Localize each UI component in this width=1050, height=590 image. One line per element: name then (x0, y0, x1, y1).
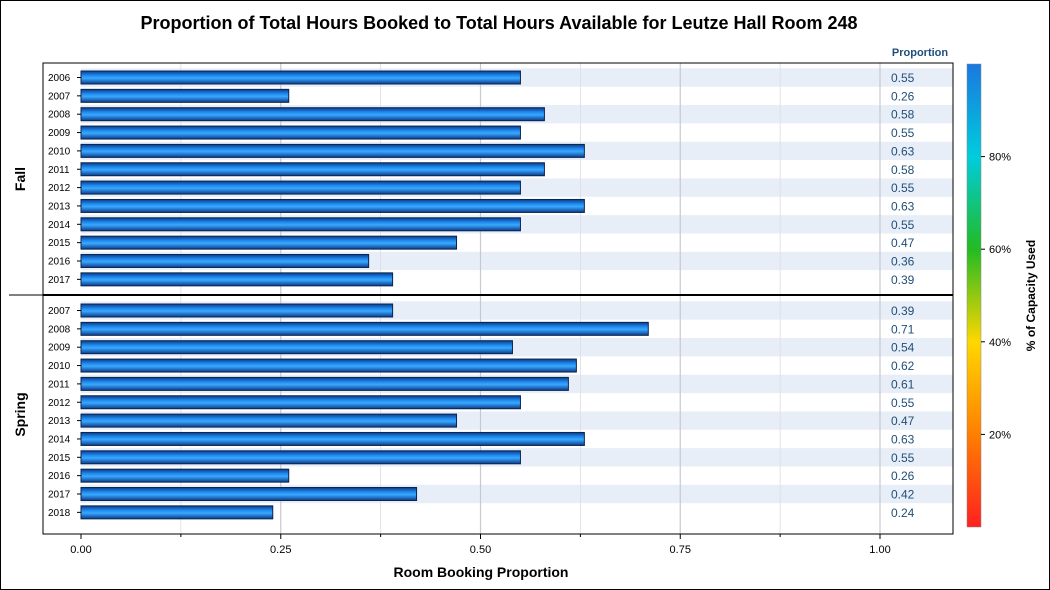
value-label: 0.58 (891, 163, 915, 177)
bar (80, 88, 290, 103)
value-label: 0.62 (891, 359, 915, 373)
value-label: 0.39 (891, 273, 915, 287)
bar (80, 340, 513, 355)
bar (80, 125, 521, 140)
value-label: 0.58 (891, 108, 915, 122)
category-label: 2014 (48, 220, 71, 231)
category-label: 2008 (48, 324, 71, 335)
bar (80, 358, 577, 373)
value-label: 0.26 (891, 469, 915, 483)
chart-title: Proportion of Total Hours Booked to Tota… (140, 13, 857, 33)
category-label: 2018 (48, 508, 71, 519)
category-label: 2017 (48, 275, 71, 286)
value-label: 0.55 (891, 396, 915, 410)
category-label: 2015 (48, 453, 71, 464)
value-label: 0.55 (891, 451, 915, 465)
legend-tick-label: 60% (989, 244, 1011, 256)
category-label: 2013 (48, 201, 71, 212)
legend-tick-label: 20% (989, 429, 1011, 441)
x-tick-label: 1.00 (869, 544, 890, 556)
value-label: 0.47 (891, 236, 915, 250)
value-label: 0.63 (891, 144, 915, 158)
bar (80, 254, 370, 268)
category-label: 2007 (48, 306, 71, 317)
legend-tick-label: 40% (989, 337, 1011, 349)
bar (80, 376, 569, 391)
category-label: 2010 (48, 146, 71, 157)
value-column-header: Proportion (892, 47, 948, 59)
value-label: 0.55 (891, 181, 915, 195)
panel-label: Spring (12, 392, 28, 436)
category-label: 2010 (48, 361, 71, 372)
category-label: 2011 (48, 379, 70, 390)
panel-label: Fall (12, 167, 28, 191)
category-label: 2012 (48, 398, 71, 409)
bar (80, 217, 521, 232)
value-label: 0.26 (891, 89, 915, 103)
x-axis-title: Room Booking Proportion (394, 564, 569, 580)
category-label: 2006 (48, 73, 71, 84)
value-label: 0.55 (891, 126, 915, 140)
category-label: 2007 (48, 91, 71, 102)
value-label: 0.55 (891, 218, 915, 232)
x-tick-label: 0.75 (670, 544, 691, 556)
category-label: 2008 (48, 110, 71, 121)
legend-tick-label: 80% (989, 152, 1011, 164)
value-label: 0.61 (891, 377, 915, 391)
category-label: 2009 (48, 343, 71, 354)
value-label: 0.42 (891, 488, 915, 502)
bar (80, 180, 521, 195)
bar (80, 272, 394, 287)
value-label: 0.47 (891, 414, 915, 428)
x-tick-label: 0.25 (270, 544, 291, 556)
category-label: 2011 (48, 165, 70, 176)
category-label: 2009 (48, 128, 71, 139)
x-tick-label: 0.00 (70, 544, 91, 556)
category-label: 2017 (48, 490, 71, 501)
value-label: 0.24 (891, 506, 915, 520)
bar (80, 235, 458, 250)
x-tick-label: 0.50 (470, 544, 491, 556)
value-label: 0.54 (891, 341, 915, 355)
bar (80, 450, 521, 465)
category-label: 2016 (48, 257, 71, 268)
bar (80, 162, 545, 177)
bar (80, 431, 585, 446)
bar (80, 468, 290, 483)
value-label: 0.71 (891, 322, 915, 336)
plot-frame (42, 62, 954, 535)
category-label: 2015 (48, 238, 71, 249)
bar (80, 70, 521, 85)
value-label: 0.39 (891, 304, 915, 318)
category-label: 2016 (48, 471, 71, 482)
category-label: 2012 (48, 183, 71, 194)
category-label: 2014 (48, 434, 71, 445)
bar (80, 143, 585, 158)
value-label: 0.63 (891, 199, 915, 213)
bar (80, 395, 521, 410)
legend-title: % of Capacity Used (1024, 240, 1038, 351)
bar (80, 321, 649, 336)
bar (80, 303, 394, 318)
value-label: 0.55 (891, 71, 915, 85)
value-label: 0.63 (891, 432, 915, 446)
bar (80, 413, 458, 428)
bar (80, 505, 274, 520)
value-label: 0.36 (891, 255, 915, 269)
bar (80, 198, 585, 213)
category-label: 2013 (48, 416, 71, 427)
bar (80, 487, 418, 501)
legend-color-ramp (966, 63, 982, 528)
bar (80, 107, 545, 122)
